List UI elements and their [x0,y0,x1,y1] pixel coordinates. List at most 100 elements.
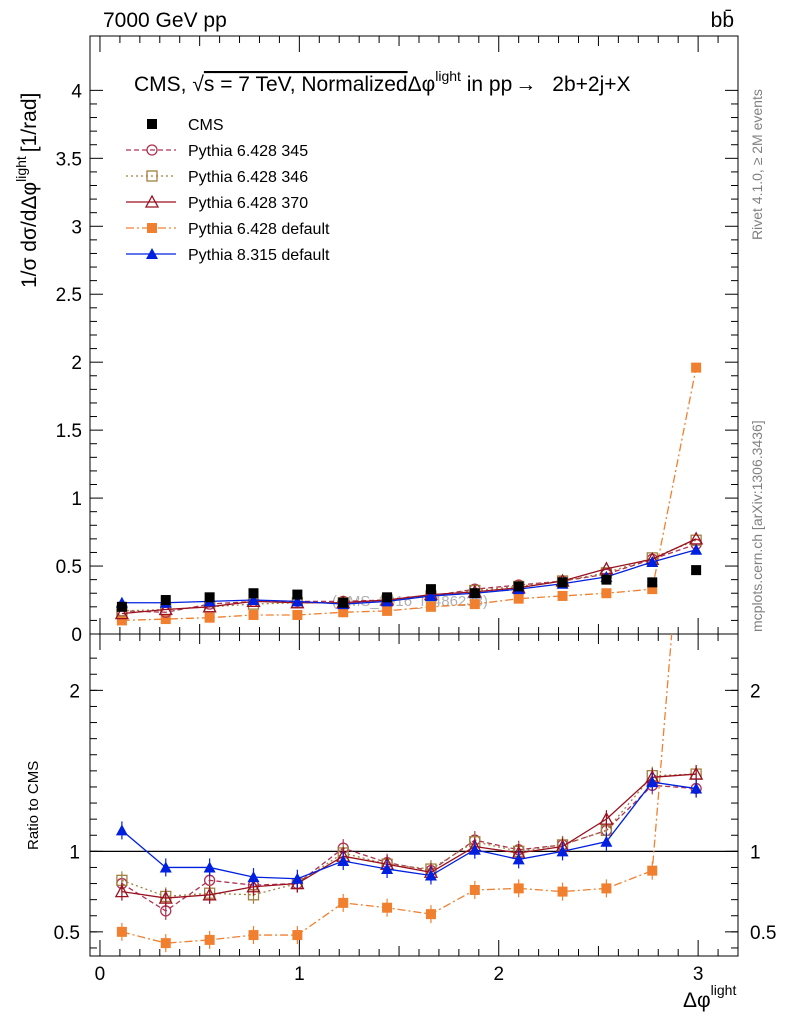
legend-label-p346: Pythia 6.428 346 [188,169,308,186]
series-line-p345 [121,543,697,613]
data-point-p8 [247,594,260,606]
data-point-cms [513,581,524,592]
header-left: 7000 GeV pp [103,9,227,32]
title-sqrt: √ [192,73,204,96]
main-y-tick-label: 2.5 [56,285,82,306]
data-point-cms [116,601,127,612]
ratio-point-p8 [203,861,216,873]
legend-marker-p345 [146,144,158,156]
data-point-p370 [114,606,129,620]
x-label-dphi: Δφ [683,989,711,1012]
data-point-pdef [248,609,259,620]
data-point-pdef [647,584,658,595]
ratio-series-p8 [115,773,703,888]
ratio-point-p8 [512,853,525,865]
ratio-point-p8 [424,869,437,881]
main-y-tick-label: 1 [71,489,82,510]
ratio-point-pdef [292,930,303,941]
ratio-point-pdef [647,865,658,876]
legend-entry-p370: Pythia 6.428 370 [126,194,308,212]
x-label-sup: light [711,982,737,998]
legend-label-p8: Pythia 8.315 default [188,247,330,264]
main-y-tick-label: 0 [71,625,82,646]
ratio-point-p370 [689,766,704,780]
series-line-p370 [121,538,697,615]
legend-label-cms: CMS [188,117,224,134]
data-point-pdef [469,599,480,610]
ratio-point-pdef [338,897,349,908]
ratio-series-pdef [116,633,673,953]
ratio-point-p370 [158,890,173,904]
main-y-tick-label: 0.5 [56,557,82,578]
ratio-point-p370 [599,811,614,825]
ratio-x-tick-label: 2 [493,964,504,985]
mcplots-label: mcplots.cern.ch [arXiv:1306.3436] [749,420,765,632]
ratio-series [114,633,704,953]
title-prefix: CMS, [134,73,192,96]
data-point-pdef [382,605,393,616]
data-point-cms [425,584,436,595]
data-point-pdef [116,615,127,626]
data-point-cms [469,588,480,599]
ratio-point-pdef [204,934,215,945]
main-y-tick-label: 4 [71,81,82,102]
legend-entry-pdef: Pythia 6.428 default [126,221,330,238]
data-point-cms [691,565,702,576]
legend-marker-cms [147,119,157,129]
legend-entry-p346: Pythia 6.428 346 [126,169,308,186]
legend-marker-p8 [146,248,158,259]
title-arrow: → [515,73,536,96]
data-point-cms [601,574,612,585]
ratio-point-p8 [600,835,613,847]
ratio-point-p8 [468,843,481,855]
data-point-p8 [291,595,304,607]
data-point-p8 [424,589,437,601]
ratio-y-label: Ratio to CMS [25,761,42,850]
ratio-point-pdef [469,884,480,895]
data-point-pdef [601,588,612,599]
ratio-point-p8 [556,845,569,857]
data-point-pdef [160,614,171,625]
title-final: 2b+2j+X [552,73,630,96]
y-axis-label: 1/σ dσ/dΔφlight [1/rad] [13,93,41,288]
y-label-main: 1/σ dσ/dΔφ [18,182,41,288]
legend: CMS Pythia 6.428 345 Pythia 6.428 346 Pythi… [126,117,330,264]
ratio-point-p8 [291,872,304,884]
ratio-axes: 0 1 2 3 0.5 0.5 1 1 2 2 [54,634,776,985]
y-label-unit: [1/rad] [18,93,41,153]
ratio-line-p370 [121,773,697,899]
data-point-pdef [425,601,436,612]
legend-label-pdef: Pythia 6.428 default [188,221,330,238]
legend-marker-p370 [144,194,160,208]
main-y-tick-label: 2 [71,353,82,374]
data-point-pdef [513,593,524,604]
main-y-tick-label: 1.5 [56,421,82,442]
data-point-pdef [292,609,303,620]
main-axes: 0 0.5 1 1.5 2 2.5 3 3.5 4 [56,36,738,646]
data-point-cms [204,592,215,603]
series-pdef [116,362,702,626]
ratio-point-pdef [425,909,436,920]
title-sup: light [435,68,461,84]
legend-label-p345: Pythia 6.428 345 [188,143,308,160]
title-suffix: in pp [461,73,512,96]
ratio-point-p370 [246,879,261,893]
ratio-point-p8 [115,824,128,836]
ratio-point-pdef [116,926,127,937]
legend-entry-p8: Pythia 8.315 default [126,247,330,264]
y-label-sup: light [13,156,29,182]
ratio-point-p370 [114,884,129,898]
ratio-point-p370 [202,887,217,901]
main-y-tick-label: 3.5 [56,149,82,170]
ratio-point-p8 [690,782,703,794]
data-point-cms [292,589,303,600]
ratio-y-tick-label-right: 2 [750,681,761,702]
data-point-pdef [338,607,349,618]
ratio-point-p8 [159,861,172,873]
legend-label-p370: Pythia 6.428 370 [188,195,308,212]
ratio-point-pdef [160,938,171,949]
ratio-line-pdef [121,633,673,944]
legend-entry-cms: CMS [147,117,224,134]
data-point-cms [248,588,259,599]
